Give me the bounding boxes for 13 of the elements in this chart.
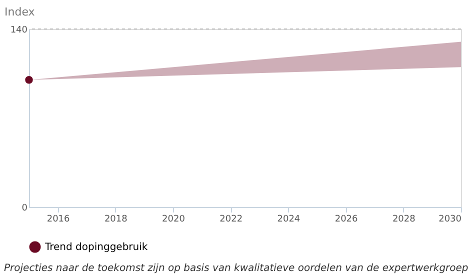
y-tick-label: 140	[10, 26, 28, 36]
x-tick-label: 2024	[277, 214, 300, 224]
text: Projecties naar de toekomst zijn op basis van kwalitatieve oordelen van de expertwerkgroep	[4, 263, 468, 274]
x-tick-label: 2022	[220, 214, 243, 224]
x-tick-label: 2026	[334, 214, 358, 224]
legend-label: Trend dopinggebruik	[44, 242, 148, 253]
x-tick-label: 2018	[104, 214, 128, 224]
y-tick-label: 0	[22, 204, 28, 214]
y-axis-title: Index	[4, 6, 36, 18]
x-tick-label: 2028	[392, 214, 416, 224]
x-tick-label: 2030	[438, 214, 462, 224]
x-tick-label: 2020	[162, 214, 186, 224]
x-tick-label: 2016	[46, 214, 70, 224]
